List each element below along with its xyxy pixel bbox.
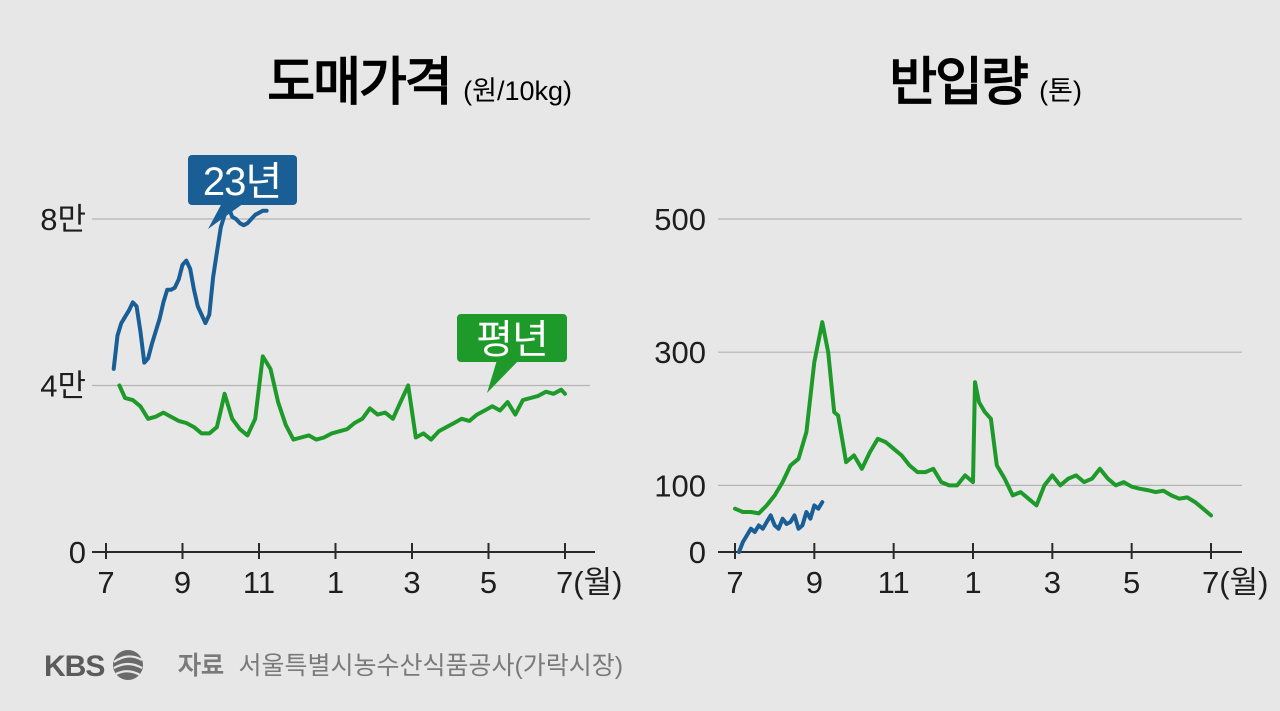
callout-normal-year-box xyxy=(457,314,567,362)
vol-x-tick-label: 5 xyxy=(1123,565,1140,600)
price-chart-title: 도매가격 xyxy=(267,54,450,112)
price-y-tick-labels: 0 4만 8만 xyxy=(40,202,86,570)
volume-chart-title: 반입량 xyxy=(889,54,1028,112)
price-x-tick-label: 1 xyxy=(327,565,344,600)
price-x-tick-label: 3 xyxy=(403,565,420,600)
callout-normal-year-label: 평년 xyxy=(476,318,548,362)
vol-x-tick-label: 11 xyxy=(878,565,910,600)
vol-y-tick-label: 100 xyxy=(654,468,706,503)
footer: KBS 자료 서울특별시농수산식품공사(가락시장) xyxy=(44,650,623,683)
price-gridlines xyxy=(92,218,590,387)
callout-normal-year-pointer xyxy=(487,360,519,393)
price-series-lines xyxy=(111,204,567,442)
footer-source-label: 자료 xyxy=(178,652,224,680)
callout-23-year-pointer xyxy=(208,203,244,229)
price-series-normal-year-line xyxy=(117,354,567,442)
vol-x-tick-label: 3 xyxy=(1044,565,1061,600)
svg-text:도매가격 (원/10kg): 도매가격 (원/10kg) xyxy=(267,54,572,112)
vol-x-tick-label: 7 xyxy=(726,565,743,600)
price-chart-unit: (원/10kg) xyxy=(463,76,572,106)
svg-text:자료 서울특별시농수산식품공사(가락시장): 자료 서울특별시농수산식품공사(가락시장) xyxy=(178,652,623,680)
vol-y-tick-label: 300 xyxy=(654,335,706,370)
vol-y-tick-label: 0 xyxy=(689,535,706,570)
price-x-tick-label: 5 xyxy=(480,565,497,600)
price-x-tick-label: 7(월) xyxy=(556,565,622,600)
vol-series-normal-year-line xyxy=(733,320,1213,518)
callout-23-year-label: 23년 xyxy=(203,160,281,204)
vol-x-tick-label: 7(월) xyxy=(1202,565,1268,600)
volume-gridlines xyxy=(718,218,1242,486)
price-x-tick-label: 9 xyxy=(174,565,191,600)
svg-text:반입량 (톤): 반입량 (톤) xyxy=(889,54,1082,112)
volume-y-tick-labels: 0 100 300 500 xyxy=(654,202,706,570)
callout-23-year-box xyxy=(188,155,297,205)
callout-normal-year: 평년 xyxy=(457,314,567,393)
vol-x-tick-label: 9 xyxy=(806,565,823,600)
footer-source-text: 서울특별시농수산식품공사(가락시장) xyxy=(238,652,623,680)
price-y-tick-label: 4만 xyxy=(40,369,86,404)
volume-chart-unit: (톤) xyxy=(1039,76,1082,106)
callout-23-year: 23년 xyxy=(188,155,297,229)
kbs-logo-icon xyxy=(113,650,143,680)
price-x-tick-label: 11 xyxy=(243,565,275,600)
price-x-tick-label: 7 xyxy=(97,565,114,600)
price-y-tick-label: 0 xyxy=(69,535,86,570)
price-x-axis: 7 9 11 1 3 5 7(월) xyxy=(92,543,622,600)
price-y-tick-label: 8만 xyxy=(40,202,86,237)
volume-x-axis: 7 9 11 1 3 5 7(월) xyxy=(718,543,1268,600)
vol-y-tick-label: 500 xyxy=(654,202,706,237)
kbs-logo-text: KBS xyxy=(44,650,104,683)
price-series-23-year-line xyxy=(111,204,269,371)
vol-series-23-year-line xyxy=(737,500,825,554)
vol-x-tick-label: 1 xyxy=(964,565,981,600)
volume-series-lines xyxy=(733,320,1213,554)
